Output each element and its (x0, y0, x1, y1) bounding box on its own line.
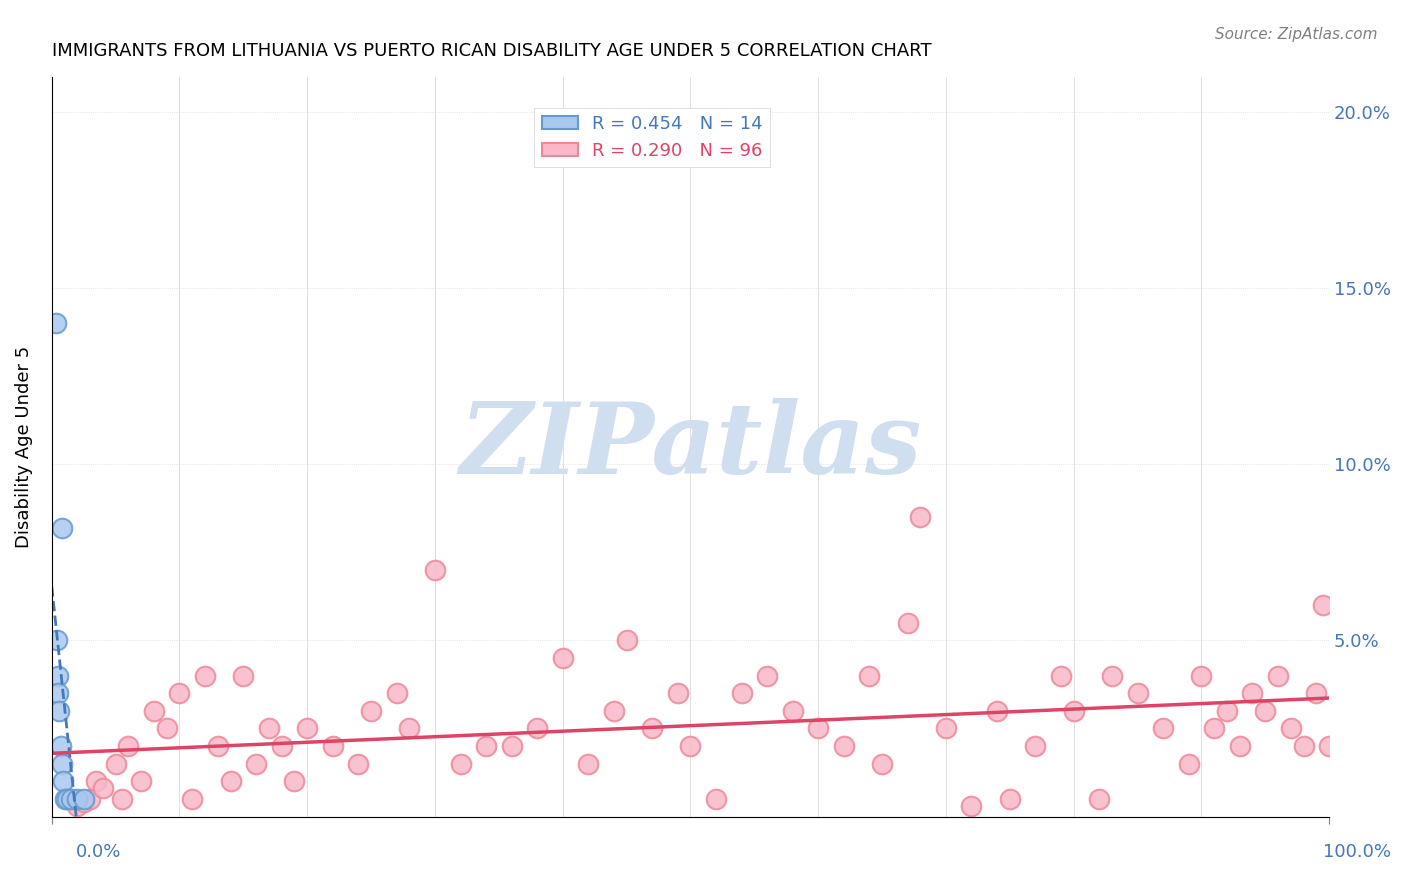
Immigrants from Lithuania (59, 792, 82, 806)
Puerto Ricans (347, 756, 370, 771)
Puerto Ricans (169, 686, 191, 700)
Immigrants from Lithuania (46, 686, 69, 700)
Puerto Ricans (450, 756, 472, 771)
Puerto Ricans (1024, 739, 1046, 753)
Puerto Ricans (129, 774, 152, 789)
Puerto Ricans (117, 739, 139, 753)
Puerto Ricans (86, 774, 108, 789)
Puerto Ricans (501, 739, 523, 753)
Puerto Ricans (666, 686, 689, 700)
Puerto Ricans (1312, 598, 1334, 612)
Puerto Ricans (897, 615, 920, 630)
Immigrants from Lithuania (45, 316, 67, 330)
Puerto Ricans (641, 722, 664, 736)
Puerto Ricans (385, 686, 408, 700)
Immigrants from Lithuania (46, 668, 69, 682)
Puerto Ricans (616, 633, 638, 648)
Puerto Ricans (1126, 686, 1149, 700)
Y-axis label: Disability Age Under 5: Disability Age Under 5 (15, 345, 32, 548)
Puerto Ricans (1317, 739, 1340, 753)
Immigrants from Lithuania (73, 792, 96, 806)
Puerto Ricans (910, 510, 932, 524)
Puerto Ricans (1204, 722, 1226, 736)
Immigrants from Lithuania (48, 704, 70, 718)
Puerto Ricans (1177, 756, 1199, 771)
Immigrants from Lithuania (52, 774, 75, 789)
Puerto Ricans (245, 756, 267, 771)
Puerto Ricans (576, 756, 599, 771)
Puerto Ricans (91, 781, 114, 796)
Puerto Ricans (986, 704, 1008, 718)
Puerto Ricans (756, 668, 779, 682)
Puerto Ricans (603, 704, 626, 718)
Immigrants from Lithuania (66, 792, 89, 806)
Immigrants from Lithuania (56, 792, 79, 806)
Text: 100.0%: 100.0% (1323, 843, 1391, 861)
Puerto Ricans (142, 704, 165, 718)
Puerto Ricans (322, 739, 344, 753)
Text: ZIPatlas: ZIPatlas (460, 399, 921, 495)
Text: 0.0%: 0.0% (76, 843, 121, 861)
Puerto Ricans (1305, 686, 1327, 700)
Puerto Ricans (1254, 704, 1277, 718)
Puerto Ricans (935, 722, 957, 736)
Immigrants from Lithuania (51, 520, 73, 534)
Puerto Ricans (1063, 704, 1085, 718)
Puerto Ricans (111, 792, 134, 806)
Puerto Ricans (1267, 668, 1289, 682)
Puerto Ricans (1088, 792, 1111, 806)
Puerto Ricans (283, 774, 305, 789)
Legend: R = 0.454   N = 14, R = 0.290   N = 96: R = 0.454 N = 14, R = 0.290 N = 96 (534, 108, 770, 168)
Puerto Ricans (960, 799, 983, 814)
Puerto Ricans (526, 722, 548, 736)
Puerto Ricans (398, 722, 420, 736)
Puerto Ricans (360, 704, 382, 718)
Puerto Ricans (232, 668, 254, 682)
Puerto Ricans (219, 774, 242, 789)
Puerto Ricans (807, 722, 830, 736)
Puerto Ricans (1050, 668, 1073, 682)
Puerto Ricans (679, 739, 702, 753)
Puerto Ricans (270, 739, 292, 753)
Puerto Ricans (782, 704, 804, 718)
Immigrants from Lithuania (49, 739, 72, 753)
Puerto Ricans (207, 739, 229, 753)
Puerto Ricans (1152, 722, 1174, 736)
Puerto Ricans (423, 563, 446, 577)
Puerto Ricans (297, 722, 319, 736)
Puerto Ricans (1216, 704, 1239, 718)
Puerto Ricans (1241, 686, 1264, 700)
Puerto Ricans (59, 792, 82, 806)
Text: Source: ZipAtlas.com: Source: ZipAtlas.com (1215, 27, 1378, 42)
Puerto Ricans (73, 796, 96, 810)
Puerto Ricans (870, 756, 893, 771)
Puerto Ricans (1101, 668, 1123, 682)
Puerto Ricans (1292, 739, 1315, 753)
Puerto Ricans (66, 799, 89, 814)
Immigrants from Lithuania (45, 633, 67, 648)
Puerto Ricans (181, 792, 204, 806)
Puerto Ricans (704, 792, 727, 806)
Puerto Ricans (832, 739, 855, 753)
Puerto Ricans (194, 668, 217, 682)
Puerto Ricans (79, 792, 101, 806)
Immigrants from Lithuania (51, 756, 73, 771)
Puerto Ricans (257, 722, 280, 736)
Puerto Ricans (858, 668, 880, 682)
Puerto Ricans (730, 686, 752, 700)
Immigrants from Lithuania (53, 792, 76, 806)
Puerto Ricans (998, 792, 1021, 806)
Puerto Ricans (156, 722, 179, 736)
Puerto Ricans (104, 756, 127, 771)
Puerto Ricans (1279, 722, 1302, 736)
Puerto Ricans (1229, 739, 1251, 753)
Puerto Ricans (1189, 668, 1212, 682)
Puerto Ricans (551, 651, 574, 665)
Text: IMMIGRANTS FROM LITHUANIA VS PUERTO RICAN DISABILITY AGE UNDER 5 CORRELATION CHA: IMMIGRANTS FROM LITHUANIA VS PUERTO RICA… (52, 42, 931, 60)
Puerto Ricans (475, 739, 498, 753)
